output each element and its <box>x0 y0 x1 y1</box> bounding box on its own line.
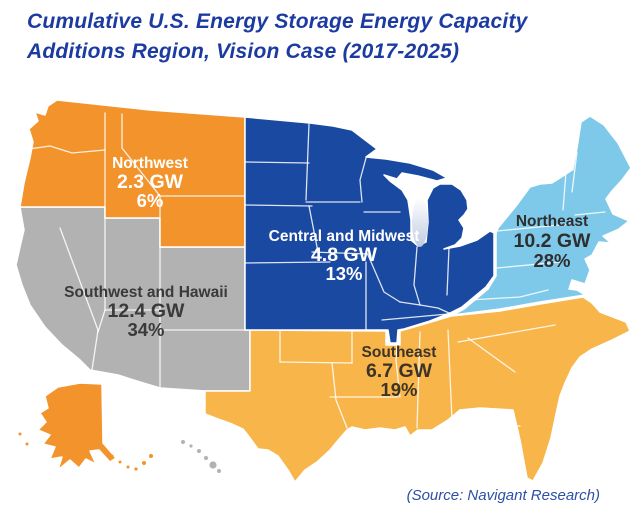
chart-title-line-2: Additions Region, Vision Case (2017-2025… <box>27 40 460 63</box>
southeast-state-borders <box>279 324 556 429</box>
region-label-southeast: Southeast 6.7 GW 19% <box>362 344 437 400</box>
northwest-state-borders <box>21 112 246 219</box>
lake-michigan <box>412 197 428 247</box>
northeast-value: 10.2 GW <box>514 230 592 252</box>
region-label-northwest: Northwest 2.3 GW 6% <box>112 155 188 211</box>
northeast-state-borders <box>469 119 606 301</box>
northeast-percent: 28% <box>533 250 570 271</box>
source-credit: (Source: Navigant Research) <box>406 487 600 504</box>
southeast-name: Southeast <box>362 344 437 361</box>
central-midwest-name: Central and Midwest <box>269 228 420 245</box>
northeast-name: Northeast <box>516 213 588 230</box>
southwest-value: 12.4 GW <box>108 300 186 322</box>
region-northeast <box>452 115 632 316</box>
northwest-value: 2.3 GW <box>117 171 184 193</box>
central-midwest-value: 4.8 GW <box>311 244 378 266</box>
region-southeast <box>204 296 631 483</box>
region-label-northeast: Northeast 10.2 GW 28% <box>514 213 592 271</box>
southeast-value: 6.7 GW <box>366 360 433 382</box>
central-midwest-percent: 13% <box>325 263 362 284</box>
northwest-percent: 6% <box>137 190 164 211</box>
region-label-southwest-hawaii: Southwest and Hawaii 12.4 GW 34% <box>64 284 228 340</box>
northwest-name: Northwest <box>112 155 188 172</box>
southwest-percent: 34% <box>127 319 164 340</box>
southeast-shape <box>204 296 631 483</box>
central-state-borders <box>244 123 450 331</box>
chart-title-line-1: Cumulative U.S. Energy Storage Energy Ca… <box>27 10 528 33</box>
alaska-shape <box>37 382 117 471</box>
southwest-state-borders <box>59 217 246 391</box>
aleutian-islands <box>18 432 153 471</box>
hawaii-islands <box>181 440 221 473</box>
chart-title: Cumulative U.S. Energy Storage Energy Ca… <box>27 7 617 67</box>
southeast-percent: 19% <box>380 379 417 400</box>
southwest-name: Southwest and Hawaii <box>64 284 228 301</box>
northeast-shape <box>452 115 632 316</box>
region-central-midwest <box>244 116 495 344</box>
region-label-central-midwest: Central and Midwest 4.8 GW 13% <box>269 228 420 284</box>
